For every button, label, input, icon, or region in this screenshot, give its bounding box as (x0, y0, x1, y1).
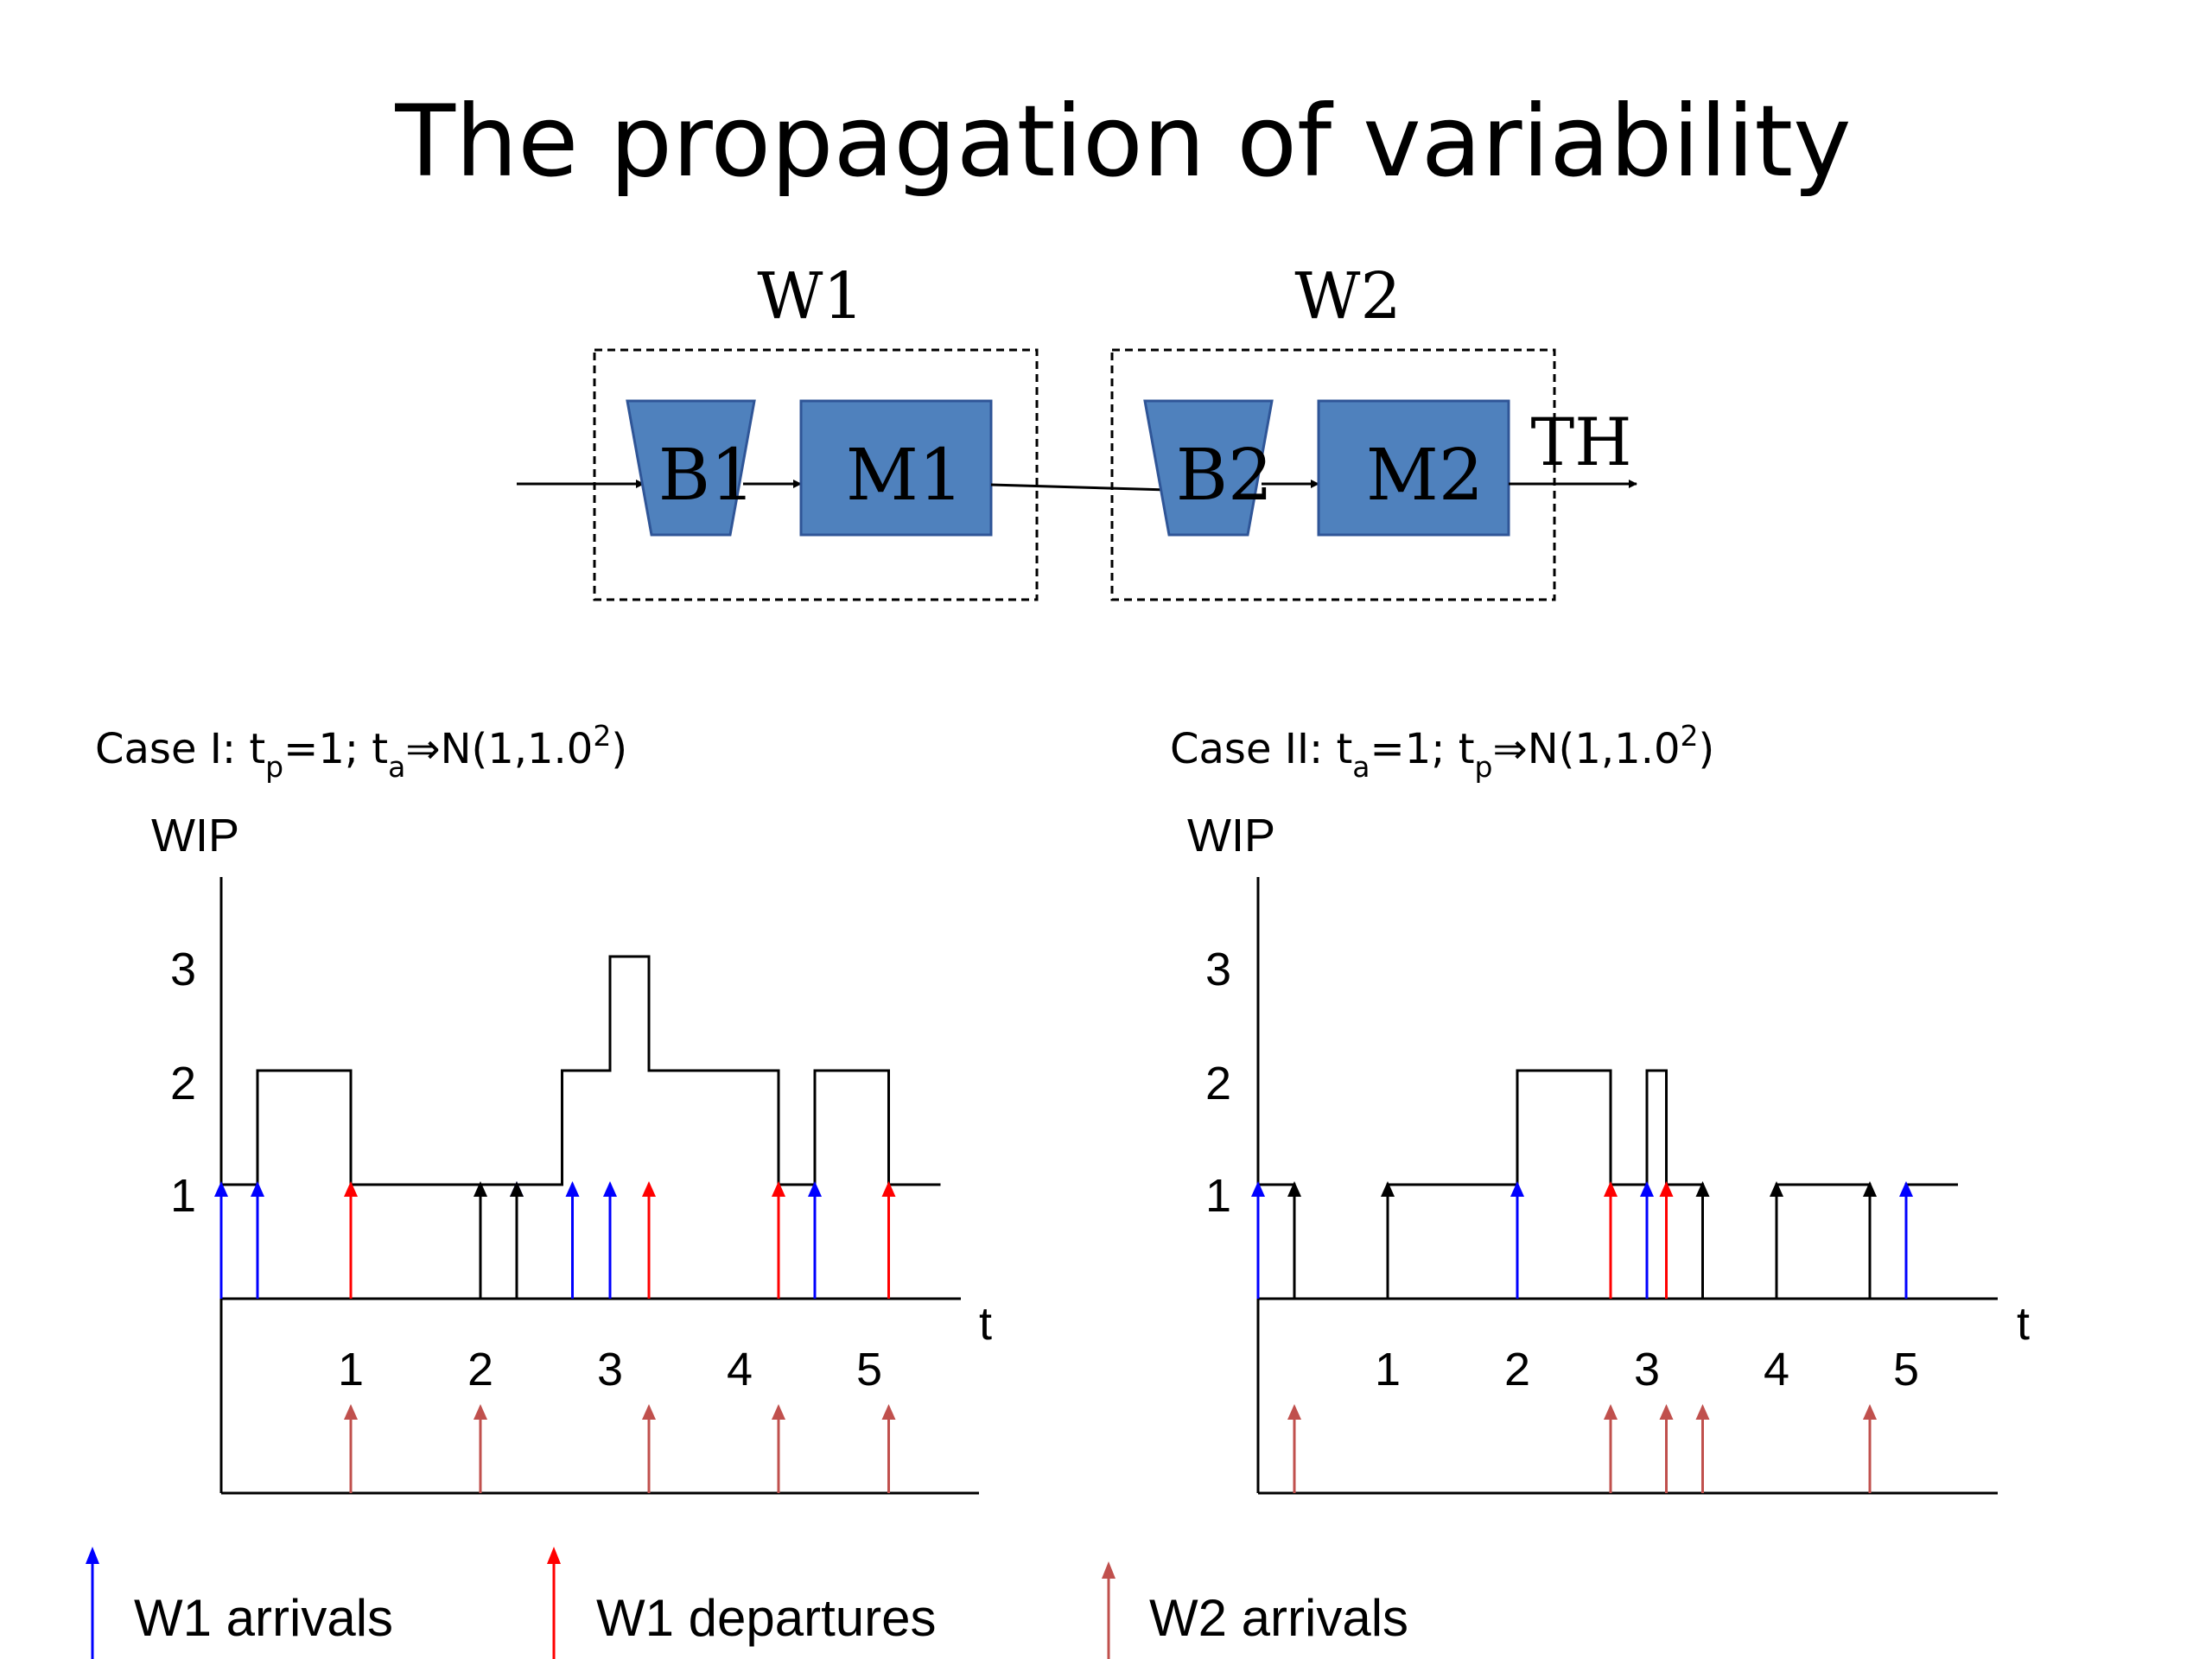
machine-m1-label: M1 (846, 435, 963, 517)
case-1-label: Case I: tp=1; ta⇒N(1,1.02) (95, 719, 627, 784)
case-2-x-axis-label: t (2017, 1298, 2030, 1350)
case-1-w1-departure-1-head (344, 1181, 358, 1197)
legend-item-w1-departures: W1 departures (547, 1547, 937, 1659)
case-2-coincident-event-2-head (1381, 1181, 1395, 1197)
case-2-coincident-event-1-head (1287, 1181, 1301, 1197)
case-2-x-tick-3: 3 (1634, 1344, 1660, 1395)
m1-to-b2-arrow (990, 483, 1169, 494)
case-2-marks (1251, 1069, 1958, 1493)
case-2-x-tick-2: 2 (1504, 1344, 1530, 1395)
case-1-w2-arrival-2-head (474, 1404, 487, 1420)
legend-item-w1-arrivals: W1 arrivals (86, 1547, 393, 1659)
case-1-w1-arrival-5-head (603, 1181, 617, 1197)
case-2-x-tick-4: 4 (1764, 1344, 1789, 1395)
case-1-x-tick-5: 5 (856, 1344, 882, 1395)
case-1-w1-arrival-2-head (251, 1181, 264, 1197)
case-2-coincident-event-3-head (1695, 1181, 1710, 1197)
case-2-chart: Case II: ta=1; tp⇒N(1,1.02) WIP t 1 2 3 … (1170, 719, 2030, 1495)
buffer-b1-label: B1 (658, 435, 755, 517)
case-1-y-tick-3: 3 (170, 944, 196, 995)
case-2-w1-departure-1-head (1604, 1181, 1618, 1197)
legend-w1-arrivals-label: W1 arrivals (134, 1589, 393, 1647)
case-2-w1-departure-2-head (1659, 1181, 1674, 1197)
case-2-x-tick-1: 1 (1375, 1344, 1401, 1395)
case-1-w2-arrival-3-head (642, 1404, 656, 1420)
workstation-2-boundary (1110, 348, 1556, 601)
case-1-marks (214, 955, 941, 1493)
legend: W1 arrivals W1 departures W2 arrivals (86, 1547, 1408, 1659)
machine-m2-label: M2 (1366, 435, 1484, 517)
case-1-x-tick-4: 4 (727, 1344, 753, 1395)
workstation-1-label: W1 (757, 259, 863, 334)
system-diagram: W1 W2 B1 M1 B2 M2 TH (517, 259, 1637, 601)
case-1-x-tick-1: 1 (338, 1344, 364, 1395)
legend-w1-arrivals-arrowhead (86, 1547, 99, 1564)
case-2-coincident-event-4-head (1770, 1181, 1783, 1197)
case-1-w1-departure-2-head (642, 1181, 656, 1197)
case-1-coincident-event-2-head (510, 1181, 524, 1197)
case-2-w2-arrival-2-head (1604, 1404, 1618, 1420)
case-2-w2-arrival-1-head (1287, 1404, 1301, 1420)
case-2-w2-arrival-4-head (1695, 1404, 1710, 1420)
case-1-y-tick-1: 1 (170, 1170, 196, 1222)
case-2-w1-arrival-4-head (1899, 1181, 1913, 1197)
case-2-w2-arrival-3-head (1659, 1404, 1674, 1420)
case-1-w2-arrival-5-head (881, 1404, 896, 1420)
case-2-y-tick-3: 3 (1205, 944, 1231, 995)
case-2-coincident-event-5-head (1863, 1181, 1877, 1197)
case-1-w2-arrival-1-head (344, 1404, 358, 1420)
workstation-1-boundary (593, 348, 1039, 601)
throughput-label: TH (1531, 404, 1632, 480)
buffer-b2-shape (1143, 399, 1274, 537)
workstation-2-label: W2 (1294, 259, 1401, 334)
machine-m2-shape (1317, 399, 1510, 537)
case-1-w1-departure-3-head (772, 1181, 785, 1197)
case-1-x-tick-2: 2 (467, 1344, 493, 1395)
case-2-w2-arrival-5-head (1863, 1404, 1877, 1420)
legend-w2-arrivals-label: W2 arrivals (1149, 1589, 1408, 1647)
case-1-w2-arrival-4-head (772, 1404, 785, 1420)
case-2-w1-arrival-2-head (1510, 1181, 1524, 1197)
case-1-y-axis-label: WIP (151, 810, 239, 861)
case-1-x-axis-label: t (979, 1298, 992, 1350)
legend-w1-departures-label: W1 departures (596, 1589, 937, 1647)
case-1-w1-arrival-4-head (565, 1181, 580, 1197)
slide-title: The propagation of variability (394, 84, 1851, 199)
legend-w2-arrivals-arrowhead (1102, 1561, 1116, 1579)
case-1-coincident-event-1-head (474, 1181, 487, 1197)
case-2-label: Case II: ta=1; tp⇒N(1,1.02) (1170, 719, 1714, 784)
case-1-w1-departure-4-head (881, 1181, 896, 1197)
case-2-x-tick-5: 5 (1893, 1344, 1919, 1395)
case-2-wip-step-line (1258, 1069, 1958, 1300)
buffer-b2-label: B2 (1176, 435, 1273, 517)
case-1-w1-arrival-1-head (214, 1181, 228, 1197)
case-2-w1-arrival-3-head (1640, 1181, 1654, 1197)
case-1-chart: Case I: tp=1; ta⇒N(1,1.02) WIP t 1 2 3 1… (95, 719, 992, 1495)
legend-w1-departures-arrowhead (547, 1547, 561, 1564)
buffer-b1-shape (626, 399, 756, 537)
case-1-wip-step-line (221, 955, 941, 1186)
case-2-y-tick-1: 1 (1205, 1170, 1231, 1222)
case-1-x-tick-3: 3 (597, 1344, 623, 1395)
legend-item-w2-arrivals: W2 arrivals (1102, 1561, 1408, 1659)
case-1-w1-arrival-6-head (808, 1181, 822, 1197)
machine-m1-shape (799, 399, 993, 537)
case-2-y-tick-2: 2 (1205, 1058, 1231, 1109)
case-2-w1-arrival-1-head (1251, 1181, 1265, 1197)
case-1-y-tick-2: 2 (170, 1058, 196, 1109)
case-2-y-axis-label: WIP (1187, 810, 1275, 861)
